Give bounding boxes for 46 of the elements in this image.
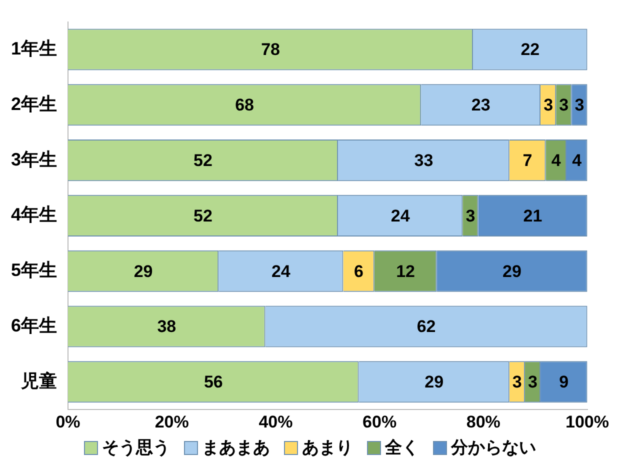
y-tick-label: 児童 <box>20 370 58 391</box>
y-tick-label: 6年生 <box>10 315 58 336</box>
legend-label: 分からない <box>451 437 536 459</box>
data-label: 38 <box>157 317 176 336</box>
x-tick-label: 100% <box>566 412 609 432</box>
y-tick-label: 5年生 <box>10 260 58 280</box>
legend-label: あまり <box>302 437 353 459</box>
data-label: 6 <box>354 262 364 281</box>
text: そう思う <box>102 437 170 459</box>
x-tick-label: 0% <box>56 412 80 432</box>
y-tick-label: 4年生 <box>10 204 58 225</box>
x-tick-label: 60% <box>362 412 397 432</box>
data-label: 23 <box>471 96 490 115</box>
data-label: 33 <box>414 150 434 170</box>
data-label: 68 <box>235 96 254 115</box>
data-label: 9 <box>559 372 569 392</box>
y-tick-label: 3年生 <box>10 149 58 170</box>
data-label: 3 <box>466 206 476 226</box>
x-tick-label: 80% <box>466 412 500 432</box>
data-label: 24 <box>390 206 410 226</box>
data-label: 3 <box>559 96 569 115</box>
data-label: 24 <box>271 262 291 281</box>
data-label: 3 <box>512 372 522 392</box>
data-label: 4 <box>551 150 562 170</box>
data-label: 3 <box>544 96 554 115</box>
data-label: 12 <box>396 262 415 281</box>
data-label: 21 <box>523 206 542 226</box>
data-label: 62 <box>416 317 436 336</box>
x-tick-label: 20% <box>154 412 189 432</box>
data-label: 22 <box>520 40 540 60</box>
data-label: 29 <box>424 372 444 392</box>
data-label: 29 <box>502 262 522 281</box>
legend-label: 全く <box>385 437 419 459</box>
data-label: 3 <box>574 96 584 115</box>
data-label: 7 <box>522 150 532 170</box>
y-tick-label: 2年生 <box>10 94 58 114</box>
data-label: 52 <box>194 150 212 170</box>
data-label: 4 <box>572 150 582 170</box>
legend-label: まあまあ <box>202 437 270 459</box>
data-label: 56 <box>204 372 223 392</box>
data-label: 29 <box>134 262 153 281</box>
data-label: 3 <box>528 372 538 392</box>
y-tick-label: 1年生 <box>10 38 58 58</box>
data-label: 52 <box>194 206 212 226</box>
data-label: 78 <box>261 40 280 60</box>
x-tick-label: 40% <box>258 412 293 432</box>
